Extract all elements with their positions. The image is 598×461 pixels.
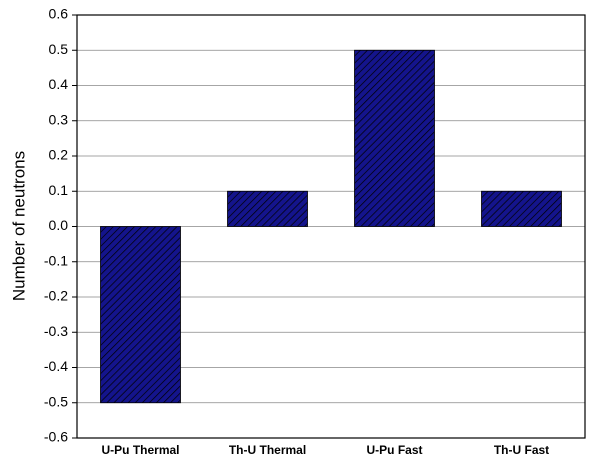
y-tick-label: 0.0: [49, 217, 69, 233]
y-tick-label: 0.3: [49, 111, 69, 127]
bar: [481, 190, 562, 227]
y-tick-label: -0.2: [44, 288, 68, 304]
y-tick-label: -0.5: [44, 393, 68, 409]
bar: [100, 226, 181, 404]
x-tick-label: U-Pu Fast: [366, 443, 422, 457]
bar: [354, 49, 435, 227]
x-tick-label: U-Pu Thermal: [101, 443, 179, 457]
y-axis-label: Number of neutrons: [9, 151, 28, 301]
x-tick-label: Th-U Thermal: [229, 443, 306, 457]
y-tick-label: -0.4: [44, 358, 68, 374]
y-tick-label: -0.6: [44, 429, 68, 445]
y-tick-label: 0.5: [49, 41, 69, 57]
y-tick-label: -0.1: [44, 252, 68, 268]
x-tick-label: Th-U Fast: [494, 443, 549, 457]
y-tick-label: -0.3: [44, 323, 68, 339]
y-tick-label: 0.6: [49, 6, 69, 22]
y-tick-label: 0.2: [49, 147, 69, 163]
plot-frame: [76, 14, 586, 439]
y-tick-label: 0.4: [49, 76, 69, 92]
bar: [227, 190, 308, 227]
y-tick-label: 0.1: [49, 182, 69, 198]
